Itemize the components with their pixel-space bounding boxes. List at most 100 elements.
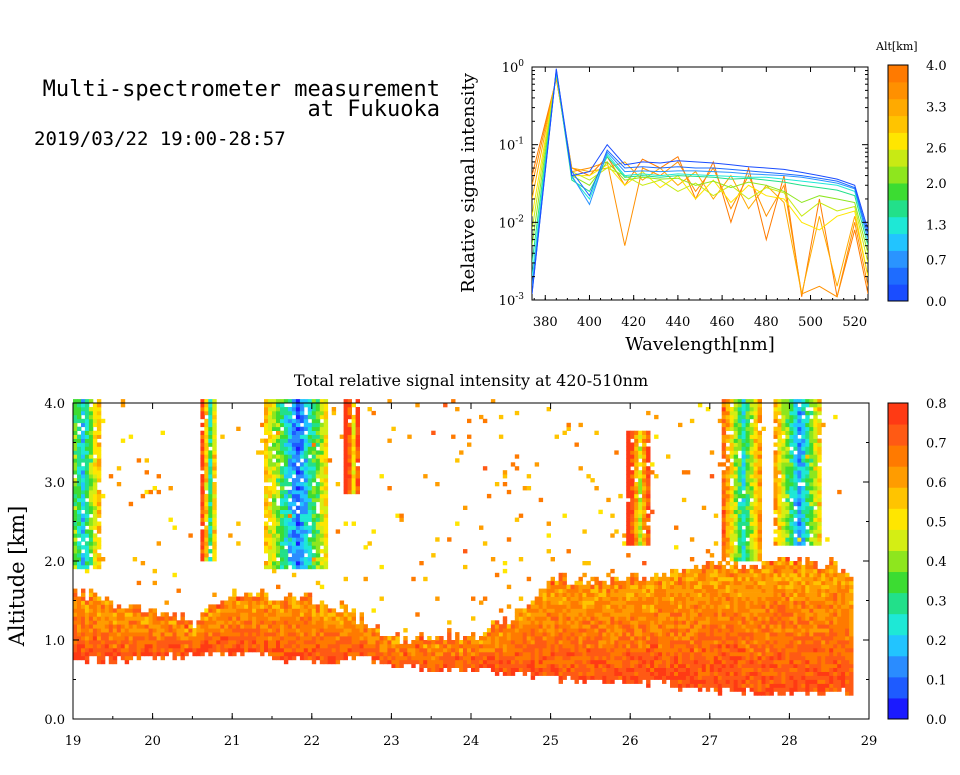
heatmap-cell [738,684,742,688]
heatmap-cell [746,620,750,624]
heatmap-cell [204,628,208,632]
heatmap-cell [586,656,590,660]
heatmap-cell [527,628,531,632]
heatmap-cell [730,450,734,454]
heatmap-cell [730,680,734,684]
heatmap-cell [682,652,686,656]
heatmap-cell [268,518,272,522]
heatmap-cell [726,549,730,553]
heatmap-cell [642,490,646,494]
heatmap-cell [85,624,89,628]
heatmap-cell [89,518,93,522]
heatmap-cell [626,604,630,608]
heatmap-cell [483,632,487,636]
heatmap-cell [710,597,714,601]
heatmap-cell [109,640,113,644]
heatmap-cell [750,447,754,451]
heatmap-cell [224,624,228,628]
heatmap-cell [411,644,415,648]
heatmap-cell [208,502,212,506]
heatmap-cell [105,644,109,648]
heatmap-cell [316,624,320,628]
heatmap-cell [101,419,105,423]
heatmap-cell [109,652,113,656]
heatmap-cell [610,656,614,660]
heatmap-cell [750,549,754,553]
heatmap-cell [200,439,204,443]
heatmap-cell [387,644,391,648]
heatmap-cell [523,656,527,660]
heatmap-cell [236,620,240,624]
heatmap-cell [646,490,650,494]
heatmap-cell [212,514,216,518]
heatmap-cell [308,494,312,498]
heatmap-cell [750,601,754,605]
heatmap-cell [563,604,567,608]
heatmap-cell [212,510,216,514]
heatmap-cell [646,439,650,443]
heatmap-cell [754,648,758,652]
heatmap-cell [228,597,232,601]
heatmap-cell [638,537,642,541]
heatmap-cell [602,632,606,636]
heatmap-cell [324,474,328,478]
heatmap-cell [634,581,638,585]
heatmap-cell [248,648,252,652]
heatmap-cell [121,656,125,660]
heatmap-cell [308,644,312,648]
heatmap-cell [212,648,216,652]
heatmap-cell [750,620,754,624]
heatmap-cell [511,664,515,668]
heatmap-cell [383,640,387,644]
heatmap-cell [344,454,348,458]
heatmap-cell [77,522,81,526]
heatmap-cell [97,656,101,660]
heatmap-cell [284,620,288,624]
heatmap-cell [678,672,682,676]
heatmap-cell [181,648,185,652]
heatmap-cell [722,419,726,423]
heatmap-cell [73,553,77,557]
heatmap-cell [129,648,133,652]
heatmap-cell [316,486,320,490]
heatmap-cell [559,680,563,684]
heatmap-cell [563,624,567,628]
heatmap-cell [264,506,268,510]
heatmap-cell [662,616,666,620]
heatmap-cell [742,533,746,537]
heatmap-cell [698,403,702,407]
heatmap-cell [300,427,304,431]
heatmap-cell [73,510,77,514]
heatmap-cell [324,660,328,664]
spectrum-y-label: Relative signal intensity [458,72,479,293]
heatmap-cell [204,514,208,518]
heatmap-cell [101,494,105,498]
heatmap-cell [575,652,579,656]
heatmap-cell [614,616,618,620]
heatmap-cell [622,636,626,640]
heatmap-cell [670,632,674,636]
heatmap-cell [590,604,594,608]
heatmap-cell [427,648,431,652]
heatmap-cell [224,648,228,652]
heatmap-cell [682,648,686,652]
heatmap-cell [264,415,268,419]
heatmap-cell [610,612,614,616]
heatmap-cell [320,498,324,502]
heatmap-cell [535,462,539,466]
heatmap-cell [328,644,332,648]
heatmap-cell [316,541,320,545]
heatmap-cell [248,601,252,605]
heatmap-cell [368,541,372,545]
heatmap-cell [630,470,634,474]
heatmap-cell [372,632,376,636]
heatmap-cell [284,601,288,605]
heatmap-cell [200,624,204,628]
heatmap-cell [646,435,650,439]
heatmap-cell [268,553,272,557]
heatmap-cell [515,644,519,648]
heatmap-cell [157,648,161,652]
heatmap-cell [81,545,85,549]
heatmap-cell [312,419,316,423]
heatmap-cell [634,648,638,652]
